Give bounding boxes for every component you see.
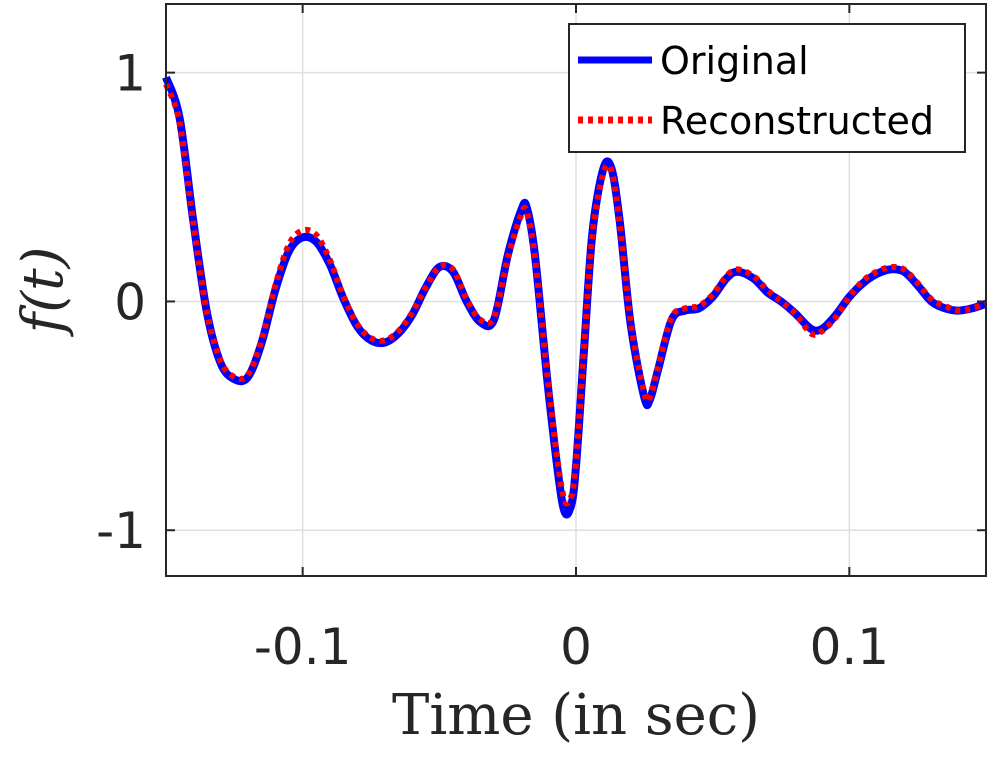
y-tick-label-2: 1 xyxy=(114,45,146,103)
x-tick-label-1: 0 xyxy=(560,618,592,676)
y-tick-label-0: -1 xyxy=(96,502,146,560)
x-tick-label-0: -0.1 xyxy=(254,618,352,676)
legend-box xyxy=(568,23,966,153)
series-layer xyxy=(162,75,988,519)
legend: Original Reconstructed xyxy=(568,23,966,153)
x-tick-label-2: 0.1 xyxy=(810,618,890,676)
ticks: -0.1 0 0.1 -1 0 1 xyxy=(96,4,986,676)
x-axis-label: Time (in sec) xyxy=(392,683,760,748)
series-line-original xyxy=(162,75,988,519)
legend-label-original: Original xyxy=(660,39,809,83)
y-tick-label-1: 0 xyxy=(114,273,146,331)
legend-label-reconstructed: Reconstructed xyxy=(660,99,934,143)
y-axis-label: f(t) xyxy=(11,247,76,338)
